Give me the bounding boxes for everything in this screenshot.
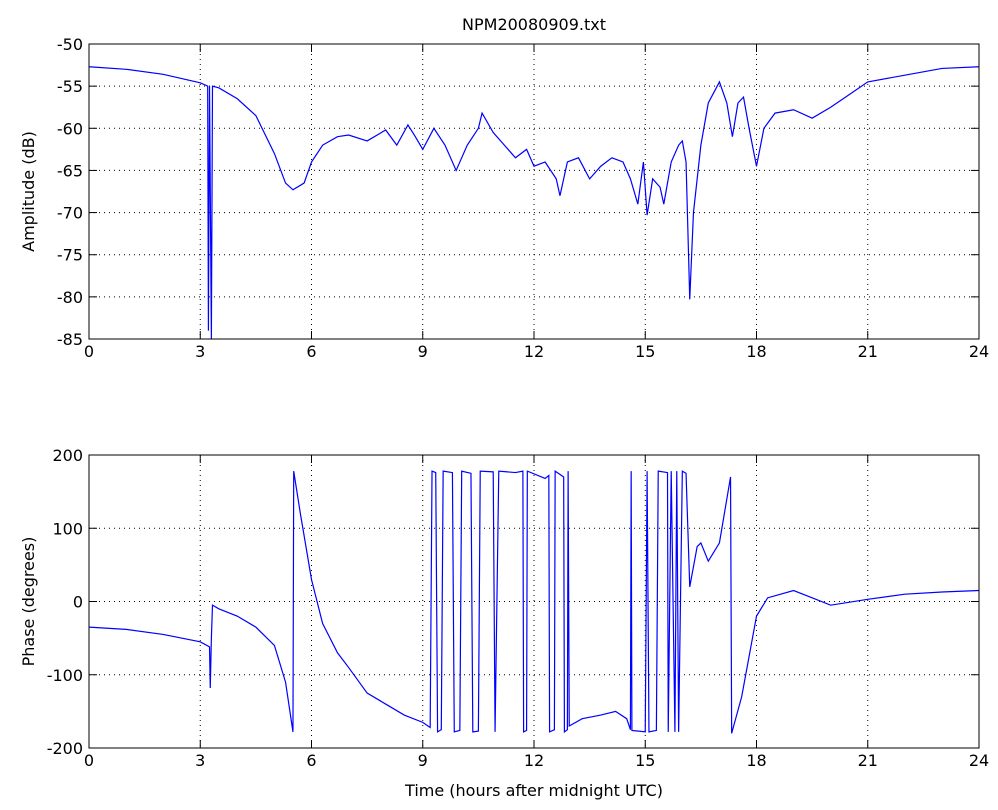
x-tick-label: 0 xyxy=(84,342,94,361)
axes-box xyxy=(88,454,980,749)
x-tick-label: 24 xyxy=(969,342,989,361)
chart-title: NPM20080909.txt xyxy=(462,15,606,34)
y-tick-label: -75 xyxy=(57,246,83,265)
x-tick-label: 24 xyxy=(969,751,989,770)
x-tick-label: 15 xyxy=(635,342,655,361)
x-tick-label: 12 xyxy=(524,342,544,361)
axes-box xyxy=(88,43,980,340)
y-tick-label: 100 xyxy=(52,519,83,538)
y-tick-label: -85 xyxy=(57,330,83,349)
y-tick-label: -55 xyxy=(57,77,83,96)
y-tick-label: -50 xyxy=(57,35,83,54)
x-tick-label: 3 xyxy=(195,342,205,361)
y-axis-label: Phase (degrees) xyxy=(19,537,38,667)
y-tick-label: 0 xyxy=(73,593,83,612)
y-axis-label: Amplitude (dB) xyxy=(19,131,38,252)
y-tick-label: -200 xyxy=(47,739,83,758)
x-tick-label: 9 xyxy=(418,751,428,770)
x-tick-label: 15 xyxy=(635,751,655,770)
x-axis-label: Time (hours after midnight UTC) xyxy=(404,781,663,800)
x-tick-label: 18 xyxy=(746,342,766,361)
y-tick-label: -65 xyxy=(57,161,83,180)
x-tick-label: 9 xyxy=(418,342,428,361)
y-tick-label: 200 xyxy=(52,446,83,465)
data-line xyxy=(88,469,980,734)
x-tick-label: 0 xyxy=(84,751,94,770)
y-tick-label: -60 xyxy=(57,119,83,138)
x-tick-label: 21 xyxy=(858,342,878,361)
x-tick-label: 3 xyxy=(195,751,205,770)
y-tick-label: -70 xyxy=(57,204,83,223)
x-tick-label: 6 xyxy=(306,751,316,770)
x-tick-label: 12 xyxy=(524,751,544,770)
y-tick-label: -100 xyxy=(47,666,83,685)
y-tick-label: -80 xyxy=(57,288,83,307)
data-line xyxy=(88,66,980,340)
x-tick-label: 18 xyxy=(746,751,766,770)
x-tick-label: 21 xyxy=(858,751,878,770)
x-tick-label: 6 xyxy=(306,342,316,361)
